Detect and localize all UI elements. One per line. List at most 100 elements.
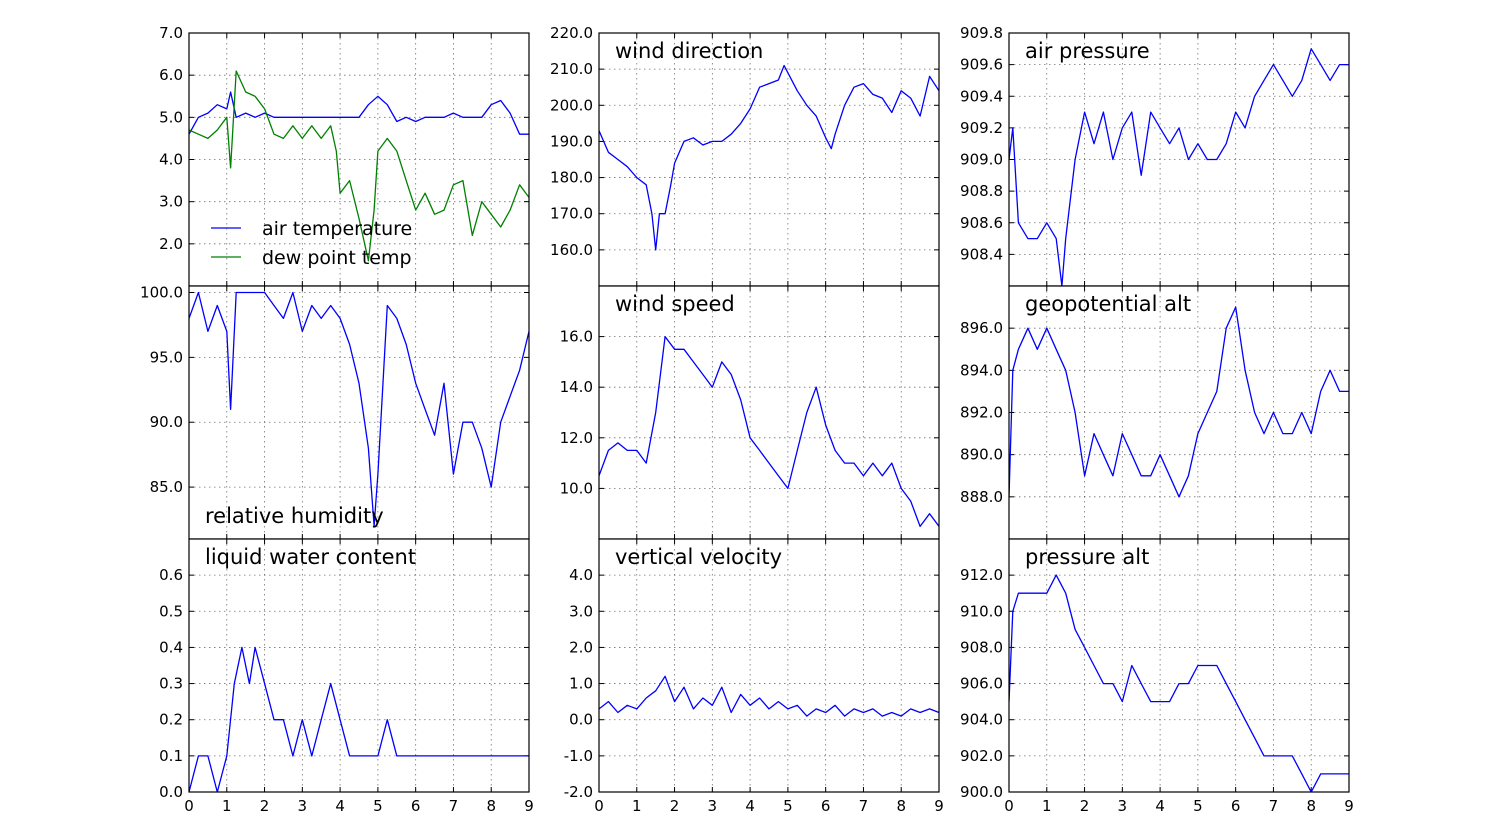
legend-label: air temperature: [262, 218, 412, 240]
y-tick-label: 3.0: [159, 193, 183, 211]
subplot-wind-direction: 220.0 210.0 200.0 190.0 180.0 170.0 160.0 wind …: [550, 24, 940, 287]
y-tick-label: 0.1: [159, 747, 183, 765]
plot-area: [189, 286, 529, 539]
x-tick-label: 9: [1344, 797, 1354, 815]
series-line-wind-speed-0: [599, 335, 939, 528]
y-tick-label: 0.4: [159, 638, 183, 656]
subplot-vertical-velocity: 4.0 3.0 2.0 1.0 0.0 -1.0 -2.00 1 2 3 4 5 6 7 8 9 vertica…: [564, 538, 944, 815]
y-tick-label: 190.0: [550, 132, 593, 150]
subplot-pressure-alt: 912.0 910.0 908.0 906.0 904.0 902.0 900.00 1 2 3 4…: [960, 538, 1354, 815]
subplot-title: air pressure: [1025, 39, 1150, 63]
series-line-wind-direction-0: [599, 64, 939, 251]
x-tick-label: 6: [1231, 797, 1241, 815]
x-tick-label: 3: [708, 797, 718, 815]
x-tick-label: 1: [632, 797, 642, 815]
x-tick-label: 8: [486, 797, 496, 815]
x-tick-label: 8: [1306, 797, 1316, 815]
y-tick-label: 12.0: [560, 429, 593, 447]
x-tick-label: 5: [783, 797, 793, 815]
x-tick-label: 6: [411, 797, 421, 815]
y-tick-label: 170.0: [550, 205, 593, 223]
y-tick-label: 7.0: [159, 24, 183, 42]
y-tick-label: 0.0: [159, 783, 183, 801]
plot-area: [599, 539, 939, 792]
x-tick-label: 4: [1155, 797, 1165, 815]
y-tick-label: 910.0: [960, 602, 1003, 620]
y-tick-label: 892.0: [960, 404, 1003, 422]
subplot-title: pressure alt: [1025, 545, 1149, 569]
series-line-air-temperature: [189, 91, 529, 135]
x-tick-label: 0: [594, 797, 604, 815]
y-tick-label: 0.0: [569, 711, 593, 729]
x-tick-label: 3: [1118, 797, 1128, 815]
x-tick-label: 7: [1269, 797, 1279, 815]
y-tick-label: 909.6: [960, 56, 1003, 74]
y-tick-label: 210.0: [550, 60, 593, 78]
axes-frame: [188, 538, 530, 793]
y-tick-label: 909.8: [960, 24, 1003, 42]
legend: air temperature dew point temp: [211, 218, 412, 269]
y-tick-label: 908.6: [960, 214, 1003, 232]
x-tick-label: 1: [1042, 797, 1052, 815]
x-tick-label: 2: [670, 797, 680, 815]
y-tick-label: 888.0: [960, 488, 1003, 506]
y-tick-label: 95.0: [150, 348, 183, 366]
y-tick-label: -1.0: [564, 747, 593, 765]
y-tick-label: 10.0: [560, 479, 593, 497]
y-tick-label: 180.0: [550, 169, 593, 187]
x-tick-label: 3: [298, 797, 308, 815]
y-tick-label: 0.2: [159, 711, 183, 729]
y-tick-label: 6.0: [159, 66, 183, 84]
y-tick-label: 2.0: [159, 235, 183, 253]
y-tick-label: 902.0: [960, 747, 1003, 765]
y-tick-label: 1.0: [569, 675, 593, 693]
subplot-grid: 7.0 6.0 5.0 4.0 3.0 2.0 air temperature dew poi…: [140, 24, 1354, 815]
y-tick-label: 2.0: [569, 638, 593, 656]
x-tick-label: 8: [896, 797, 906, 815]
y-tick-label: 100.0: [140, 283, 183, 301]
subplot-liquid-water-content: 0.6 0.5 0.4 0.3 0.2 0.1 0.00 1 2 3 4 5 6 7 8 9 liquid wa…: [159, 538, 534, 815]
series-line-pressure-alt-0: [1009, 574, 1349, 792]
y-tick-label: 16.0: [560, 328, 593, 346]
x-tick-label: 7: [449, 797, 459, 815]
y-tick-label: 85.0: [150, 478, 183, 496]
series-line-geopotential-alt-0: [1009, 306, 1349, 498]
y-tick-label: 912.0: [960, 566, 1003, 584]
y-tick-label: 900.0: [960, 783, 1003, 801]
y-tick-label: 894.0: [960, 361, 1003, 379]
x-tick-label: 9: [524, 797, 534, 815]
x-tick-label: 0: [1004, 797, 1014, 815]
y-tick-label: 908.0: [960, 638, 1003, 656]
x-tick-label: 4: [335, 797, 345, 815]
series-line-liquid-water-content-0: [189, 646, 529, 792]
series-line-relative-humidity-0: [189, 291, 529, 527]
subplot-title: relative humidity: [205, 504, 384, 528]
series-line-vertical-velocity-0: [599, 675, 939, 717]
y-tick-label: 160.0: [550, 241, 593, 259]
subplot-title: wind direction: [615, 39, 763, 63]
x-tick-label: 9: [934, 797, 944, 815]
subplot-geopotential-alt: 896.0 894.0 892.0 890.0 888.0 geopotential al…: [960, 285, 1350, 540]
y-tick-label: 909.2: [960, 119, 1003, 137]
x-tick-label: 0: [184, 797, 194, 815]
subplot-temperature: 7.0 6.0 5.0 4.0 3.0 2.0 air temperature dew poi…: [159, 24, 530, 287]
y-tick-label: 909.4: [960, 87, 1003, 105]
plot-area: [599, 33, 939, 286]
x-tick-label: 6: [821, 797, 831, 815]
y-tick-label: 904.0: [960, 711, 1003, 729]
y-tick-label: 3.0: [569, 602, 593, 620]
y-tick-label: 0.5: [159, 602, 183, 620]
subplot-air-pressure: 909.8 909.6 909.4 909.2 909.0 908.8 908.6 908.4…: [960, 24, 1350, 287]
subplot-wind-speed: 16.0 14.0 12.0 10.0 wind speed: [560, 285, 940, 540]
y-tick-label: 0.6: [159, 566, 183, 584]
subplot-title: wind speed: [615, 292, 735, 316]
x-tick-label: 2: [260, 797, 270, 815]
subplot-title: vertical velocity: [615, 545, 782, 569]
y-tick-label: 200.0: [550, 96, 593, 114]
y-tick-label: 896.0: [960, 319, 1003, 337]
plot-area: [1009, 539, 1349, 792]
series-line-air-pressure-0: [1009, 48, 1349, 286]
y-tick-label: 220.0: [550, 24, 593, 42]
plot-area: [189, 539, 529, 792]
